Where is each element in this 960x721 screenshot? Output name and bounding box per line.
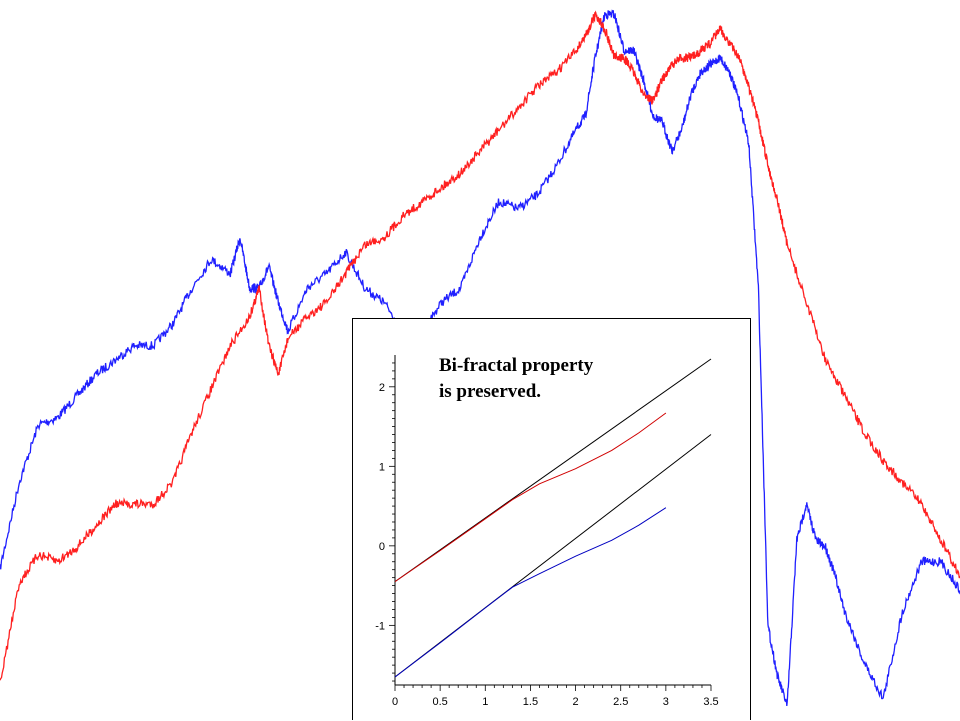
x-tick-label: 1.5 (523, 696, 538, 708)
y-tick-label: 1 (379, 461, 385, 473)
x-tick-label: 1 (482, 696, 488, 708)
inset-plot: 0 0.5 1 1.5 2 2.5 3 3.5 -1 0 1 2 (375, 355, 719, 708)
inset-series-0 (394, 358, 712, 583)
y-tick-label: 2 (379, 382, 385, 394)
annotation: Bi-fractal property is preserved. (439, 353, 593, 405)
x-tick-label: 3.5 (703, 696, 718, 708)
x-tick-label: 0 (392, 696, 398, 708)
background-series-red (0, 10, 960, 681)
background-series-blue (0, 9, 960, 706)
annotation-line-2: is preserved. (439, 381, 542, 402)
x-tick-label: 2 (573, 696, 579, 708)
x-tick-label: 0.5 (432, 696, 447, 708)
annotation-line-1: Bi-fractal property (439, 355, 594, 376)
x-tick-label: 2.5 (613, 696, 628, 708)
y-tick-label: -1 (375, 620, 385, 632)
inset-series-3 (394, 507, 667, 678)
inset-chart: 0 0.5 1 1.5 2 2.5 3 3.5 -1 0 1 2 Bi-fractal propert… (352, 318, 751, 720)
x-tick-label: 3 (663, 696, 669, 708)
inset-series-2 (394, 412, 667, 583)
y-tick-label: 0 (379, 541, 385, 553)
